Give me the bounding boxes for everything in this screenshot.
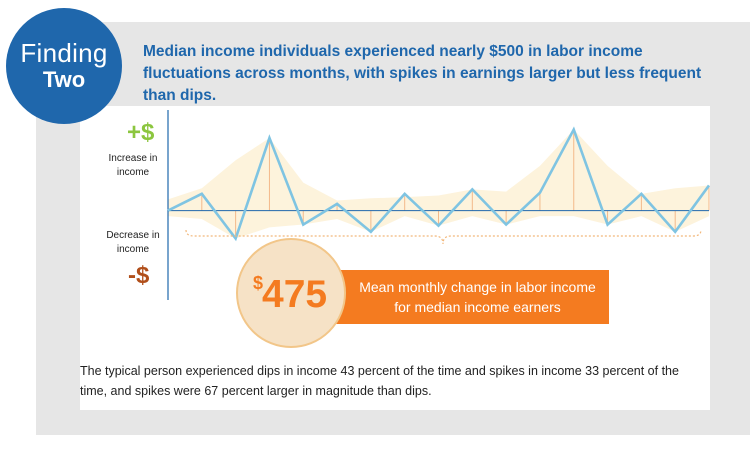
- currency-symbol: $: [253, 273, 264, 293]
- headline: Median income individuals experienced ne…: [143, 43, 702, 104]
- increase-symbol: +$: [127, 119, 155, 146]
- badge-line2: Two: [42, 67, 86, 92]
- amount-value: 475: [262, 273, 328, 316]
- chart-card: [80, 106, 710, 410]
- callout-box: Mean monthly change in labor income for …: [334, 270, 609, 324]
- callout-text: Mean monthly change in labor income for …: [359, 279, 596, 315]
- brace: [185, 229, 702, 245]
- badge-line1: Finding: [20, 38, 108, 68]
- decrease-symbol: -$: [128, 262, 150, 289]
- footer-text: The typical person experienced dips in i…: [80, 364, 679, 398]
- increase-label: Increase in income: [108, 153, 158, 178]
- amount-circle: $ 475: [236, 238, 346, 348]
- decrease-label: Decrease in income: [106, 230, 160, 255]
- finding-badge: Finding Two: [6, 8, 122, 124]
- income-change-line: [167, 126, 711, 242]
- tick-marks: [201, 129, 710, 239]
